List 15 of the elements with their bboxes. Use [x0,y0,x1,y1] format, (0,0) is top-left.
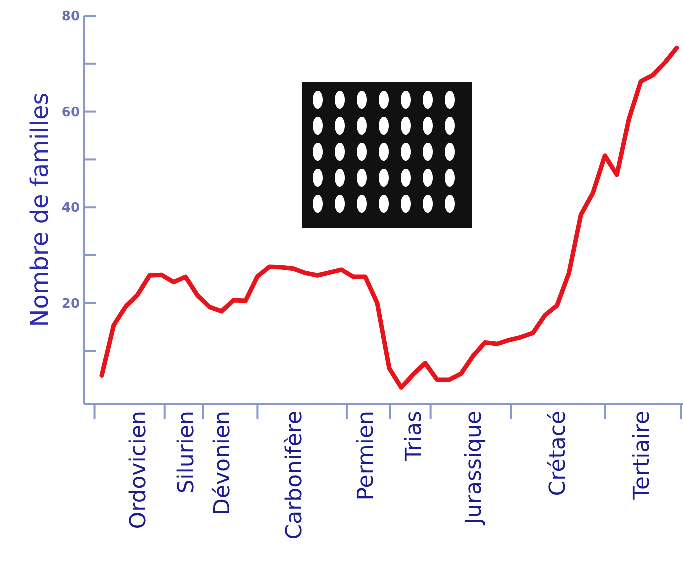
x-tick-label: Jurassique [462,411,488,526]
y-tick-label: 80 [62,10,80,25]
y-tick-label: 40 [62,201,80,216]
y-axis-title: Nombre de familles [26,92,54,328]
x-tick-label: Tertiaire [630,411,655,501]
y-tick-label: 20 [62,296,80,312]
x-tick-label: Carbonifère [282,411,308,540]
x-tick-label: Ordovicien [126,411,152,530]
x-tick-label: Dévonien [210,411,236,516]
x-tick-label: Crétacé [546,411,571,496]
x-tick-label: Permien [354,411,380,501]
line-series [100,46,680,390]
x-tick-label: Silurien [174,411,200,494]
x-tick-label: Trias [402,411,428,462]
y-tick-label: 60 [62,105,80,120]
